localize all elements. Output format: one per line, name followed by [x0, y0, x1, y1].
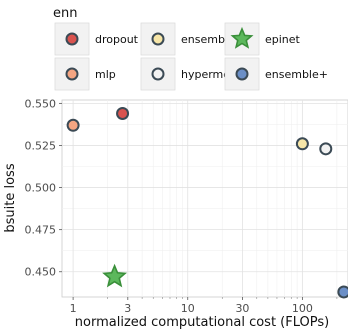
legend-marker-ensemble — [151, 32, 165, 46]
legend-label: dropout — [95, 33, 139, 46]
y-tick-label: 0.475 — [25, 224, 57, 237]
legend-title: enn — [53, 6, 77, 21]
grid — [62, 100, 348, 297]
legend-marker-mlp — [65, 67, 79, 81]
y-tick-label: 0.500 — [25, 182, 57, 195]
legend-label: ensemble+ — [265, 68, 328, 81]
legend-key-box — [140, 57, 176, 91]
x-axis-ticks: 1 3 10 30 100 — [70, 297, 338, 315]
plot-panel — [61, 99, 348, 298]
legend-marker-ensemble-plus — [235, 67, 249, 81]
x-tick-label: 30 — [235, 302, 249, 315]
y-axis-ticks: 0.450 0.475 0.500 0.525 0.550 — [25, 97, 62, 279]
legend-label: ensemble — [181, 33, 235, 46]
x-tick-label: 100 — [292, 302, 313, 315]
y-tick-label: 0.450 — [25, 266, 57, 279]
y-tick-label: 0.525 — [25, 139, 57, 152]
x-tick-label: 3 — [124, 302, 131, 315]
point-epinet — [102, 263, 128, 288]
point-dropout — [116, 106, 130, 120]
legend-marker-dropout — [65, 32, 79, 46]
y-axis-title: bsuite loss — [3, 163, 18, 232]
legend-label: epinet — [265, 33, 301, 46]
legend-marker-hypermodel — [151, 67, 165, 81]
y-tick-label: 0.550 — [25, 97, 57, 110]
data-points — [66, 106, 348, 299]
point-ensemble-plus — [337, 285, 348, 299]
point-hypermodel — [319, 142, 333, 156]
x-tick-label: 1 — [70, 302, 77, 315]
point-mlp — [66, 118, 80, 132]
legend-marker-epinet — [230, 26, 254, 49]
x-tick-label: 10 — [181, 302, 195, 315]
point-ensemble — [295, 137, 309, 151]
legend-label: mlp — [95, 68, 116, 81]
plot-area: 1 3 10 30 100 0.450 0.475 0.500 0.525 0.550 — [25, 97, 348, 315]
x-axis-title: normalized computational cost (FLOPs) — [75, 315, 329, 330]
